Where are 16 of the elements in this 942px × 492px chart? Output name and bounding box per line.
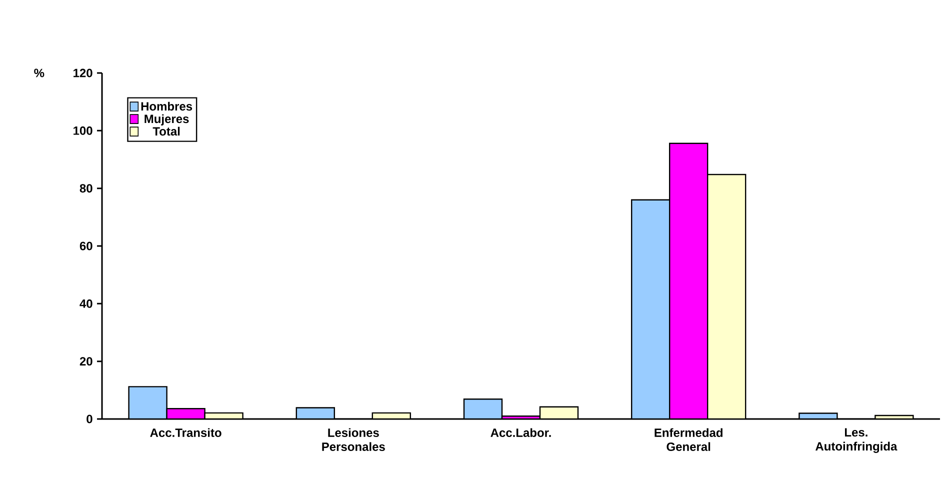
legend-label: Total [152, 126, 180, 136]
x-tick-label: Enfermedad General [654, 428, 722, 451]
legend-label: Hombres [141, 102, 192, 111]
y-tick-label: 20 [80, 357, 92, 366]
y-tick-label: 80 [80, 184, 92, 193]
y-tick-label: 0 [86, 414, 92, 424]
y-tick-label: 40 [80, 299, 92, 308]
x-tick-label: Lesiones Personales [322, 428, 385, 451]
y-axis-title: % [34, 68, 44, 78]
x-tick-label: Acc.Labor. [490, 428, 551, 437]
y-tick-label: 60 [80, 242, 92, 250]
legend-label: Mujeres [144, 114, 189, 126]
x-tick-label: Les. Autoinfringida [816, 428, 898, 453]
y-tick-label: 100 [74, 126, 92, 135]
x-tick-label: Acc.Transito [150, 428, 222, 437]
y-tick-label: 120 [74, 68, 92, 78]
